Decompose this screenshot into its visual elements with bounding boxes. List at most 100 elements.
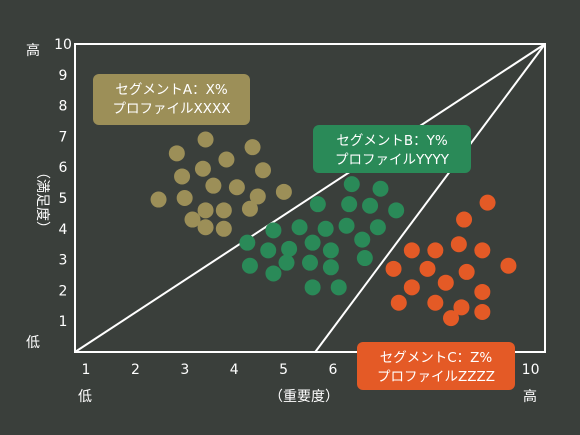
x-tick-label-3: 3 — [180, 362, 189, 378]
segment-c-label-line-1: セグメントC：Z% — [380, 350, 493, 366]
point-segment-a-5 — [255, 162, 271, 179]
x-tick-label-1: 1 — [82, 362, 91, 378]
point-segment-b-9 — [338, 217, 355, 234]
point-segment-c-16 — [453, 299, 470, 316]
y-tick-label-9: 9 — [59, 68, 68, 84]
y-tick-label-4: 4 — [59, 222, 68, 238]
y-tick-label-7: 7 — [59, 129, 68, 145]
point-segment-b-3 — [362, 197, 379, 214]
y-tick-label-1: 1 — [59, 314, 68, 330]
y-tick-label-8: 8 — [59, 99, 68, 115]
x-tick-label-4: 4 — [230, 362, 239, 378]
x-tick-label-5: 5 — [279, 362, 288, 378]
point-segment-b-11 — [265, 222, 282, 239]
segment-a-label: セグメントA：X% プロファイルXXXX — [93, 74, 250, 125]
point-segment-c-11 — [437, 274, 454, 291]
segment-b-label-box — [313, 125, 471, 173]
point-segment-b-22 — [265, 265, 282, 282]
boundary-line-2 — [314, 43, 546, 353]
point-segment-a-14 — [241, 200, 258, 217]
point-segment-b-1 — [343, 176, 360, 193]
segment-c-label: セグメントC：Z% プロファイルZZZZ — [357, 342, 515, 390]
x-tick-label-10: 10 — [522, 362, 540, 378]
data-points — [150, 131, 517, 327]
segment-b-label: セグメントB：Y% プロファイルYYYY — [313, 125, 471, 173]
point-segment-b-17 — [322, 242, 339, 259]
point-segment-a-13 — [215, 202, 232, 219]
point-segment-c-4 — [474, 242, 491, 259]
point-segment-a-3 — [168, 145, 185, 162]
point-segment-c-3 — [450, 236, 467, 253]
y-high-label: 高 — [26, 42, 40, 59]
point-segment-b-20 — [322, 259, 339, 276]
segment-a-label-box — [93, 74, 250, 125]
point-segment-a-10 — [176, 190, 193, 206]
point-segment-a-9 — [228, 179, 245, 196]
point-segment-b-18 — [356, 250, 373, 267]
segment-a-label-line-2: プロファイルXXXX — [113, 101, 231, 117]
point-segment-c-1 — [479, 194, 496, 211]
point-segment-c-12 — [403, 279, 420, 296]
point-segment-c-9 — [419, 260, 436, 277]
point-segment-b-25 — [330, 279, 347, 296]
point-segment-a-15 — [184, 211, 201, 228]
point-segment-c-7 — [500, 257, 517, 274]
point-segment-a-19 — [197, 219, 214, 236]
point-segment-b-13 — [304, 234, 321, 251]
point-segment-b-21 — [241, 257, 258, 274]
point-segment-b-6 — [388, 202, 405, 219]
y-tick-label-6: 6 — [59, 160, 68, 176]
point-segment-a-1 — [197, 131, 214, 148]
point-segment-a-16 — [197, 202, 214, 219]
point-segment-c-14 — [390, 294, 407, 311]
segment-c-label-line-2: プロファイルZZZZ — [377, 369, 495, 385]
point-segment-a-8 — [205, 177, 222, 194]
point-segment-c-18 — [443, 310, 459, 327]
y-tick-label-3: 3 — [59, 253, 68, 269]
point-segment-b-15 — [260, 242, 277, 259]
point-segment-c-13 — [474, 283, 491, 300]
point-segment-c-5 — [403, 242, 420, 259]
y-tick-label-2: 2 — [59, 283, 68, 299]
point-segment-b-16 — [281, 240, 298, 257]
point-segment-a-18 — [275, 183, 292, 200]
segment-c-label-box — [357, 342, 515, 390]
x-axis-title: （重要度） — [269, 389, 339, 405]
segment-labels: セグメントA：X% プロファイルXXXX セグメントB：Y%プロファイルYYYY セグ… — [93, 74, 515, 390]
x-high-label: 高 — [523, 388, 537, 405]
point-segment-c-10 — [458, 263, 475, 280]
point-segment-b-23 — [278, 254, 295, 271]
point-segment-b-4 — [341, 196, 358, 213]
point-segment-a-12 — [150, 191, 167, 208]
point-segment-b-12 — [354, 231, 371, 248]
point-segment-b-8 — [317, 220, 334, 237]
segment-b-label-line-2: プロファイルYYYY — [335, 152, 450, 168]
point-segment-a-11 — [249, 188, 266, 205]
point-segment-b-24 — [304, 279, 321, 296]
x-low-label: 低 — [78, 389, 92, 405]
point-segment-c-2 — [456, 211, 473, 228]
point-segment-b-2 — [372, 180, 389, 197]
y-tick-labels: 1 2 3 4 5 6 7 8 9 10 — [54, 37, 72, 330]
point-segment-a-7 — [174, 168, 191, 185]
point-segment-a-4 — [218, 151, 235, 168]
segment-boundaries — [74, 43, 546, 353]
plot-frame — [74, 43, 546, 353]
point-segment-b-10 — [369, 219, 386, 236]
segment-a-label-line-1: セグメントA：X% — [115, 82, 227, 98]
y-tick-label-5: 5 — [59, 191, 68, 207]
point-segment-c-6 — [427, 242, 444, 259]
point-segment-c-15 — [427, 294, 444, 311]
point-segment-c-8 — [385, 260, 402, 277]
point-segment-b-19 — [302, 254, 318, 271]
point-segment-a-17 — [215, 220, 232, 237]
y-tick-label-10: 10 — [54, 37, 72, 53]
point-segment-c-17 — [474, 303, 491, 320]
point-segment-b-5 — [309, 196, 326, 213]
boundary-line-1 — [74, 43, 546, 353]
point-segment-b-7 — [291, 219, 308, 236]
x-tick-label-2: 2 — [131, 362, 140, 378]
point-segment-b-14 — [239, 234, 256, 251]
point-segment-a-6 — [194, 160, 211, 177]
